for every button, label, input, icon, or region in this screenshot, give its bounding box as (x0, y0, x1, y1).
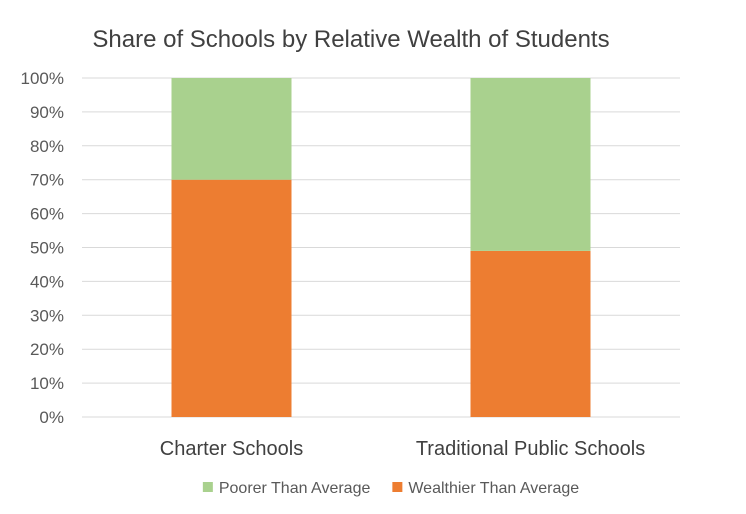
x-category-label: Traditional Public Schools (416, 438, 645, 460)
y-tick-label: 90% (30, 103, 64, 122)
bar-poorer-than-average (171, 78, 292, 180)
bars (171, 78, 591, 417)
bar-wealthier-than-average (171, 179, 292, 417)
y-tick-label: 20% (30, 340, 64, 359)
chart-title: Share of Schools by Relative Wealth of S… (92, 26, 609, 53)
y-tick-label: 50% (30, 239, 64, 258)
y-tick-label: 100% (21, 69, 64, 88)
y-tick-label: 70% (30, 171, 64, 190)
y-axis-ticks: 0% 10% 20% 30% 40% 50% 60% 70% 80% 90% 100% (21, 69, 64, 427)
legend-swatch (202, 482, 213, 492)
y-tick-label: 10% (30, 374, 64, 393)
y-tick-label: 30% (30, 306, 64, 325)
x-axis-categories: Charter Schools Traditional Public School… (160, 438, 645, 460)
legend: Poorer Than Average Wealthier Than Averag… (202, 480, 579, 497)
x-category-label: Charter Schools (160, 438, 303, 460)
y-tick-label: 80% (30, 137, 64, 156)
y-tick-label: 0% (39, 408, 64, 427)
legend-label: Poorer Than Average (219, 480, 371, 497)
y-tick-label: 60% (30, 205, 64, 224)
bar-poorer-than-average (470, 78, 591, 251)
legend-label: Wealthier Than Average (408, 480, 579, 497)
legend-swatch (392, 482, 403, 492)
bar-wealthier-than-average (470, 250, 591, 417)
y-tick-label: 40% (30, 272, 64, 291)
